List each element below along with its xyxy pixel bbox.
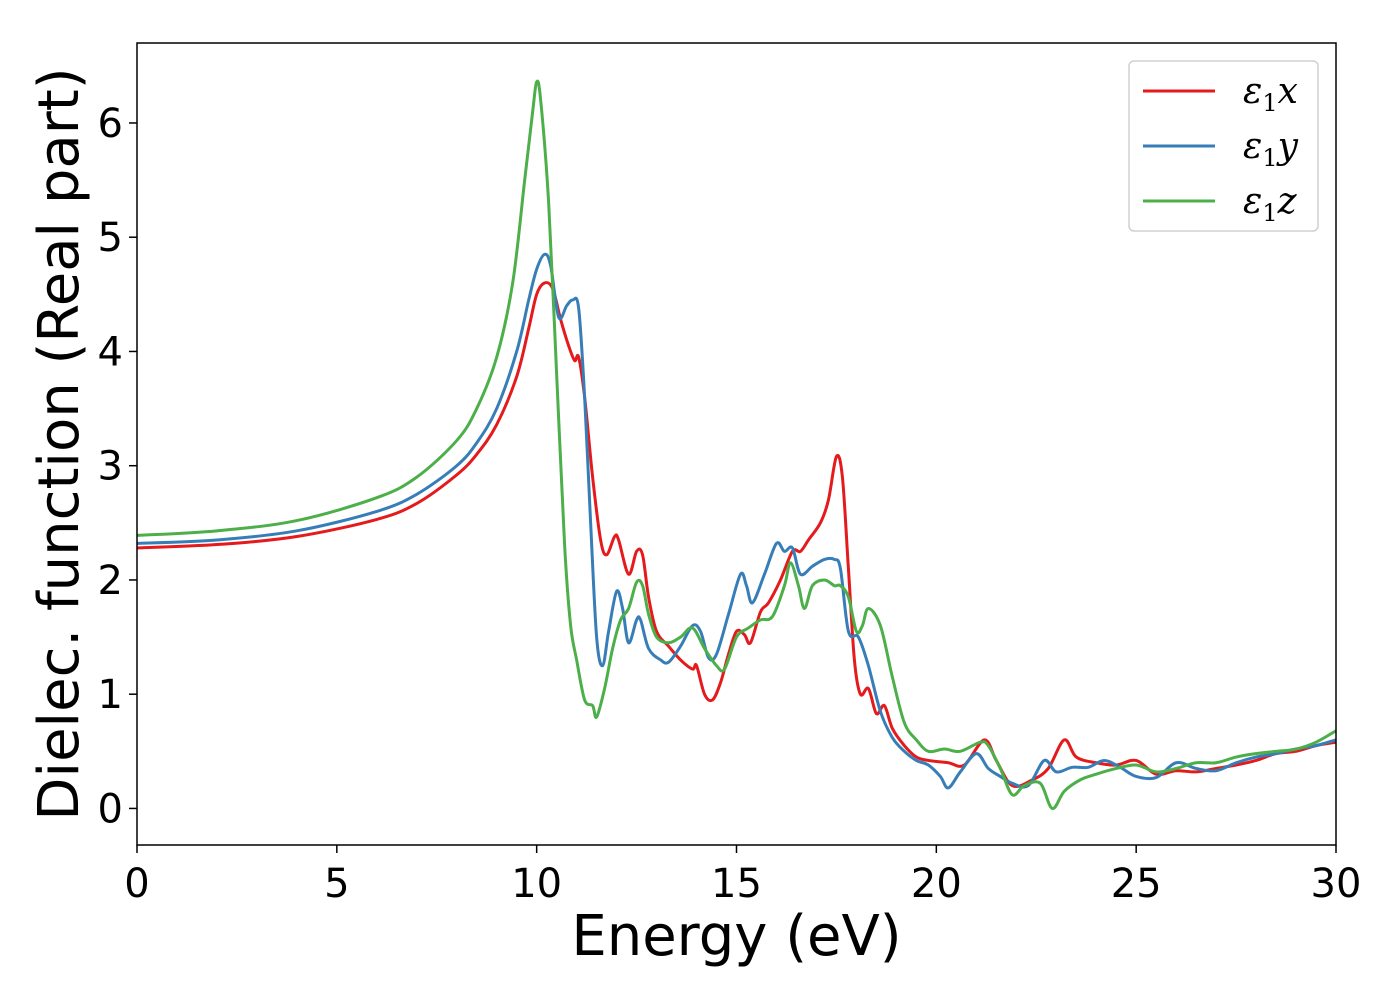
y-axis: 0 1 2 3 4 5 6 — [98, 101, 137, 832]
plot-area — [137, 79, 1336, 810]
x-tick-label: 10 — [511, 861, 562, 907]
x-tick-label: 30 — [1311, 861, 1362, 907]
x-tick-label: 0 — [124, 861, 149, 907]
x-tick-label: 15 — [711, 861, 762, 907]
legend: ε1x ε1y ε1z — [1128, 60, 1319, 232]
x-tick-label: 25 — [1111, 861, 1162, 907]
x-axis-label: Energy (eV) — [571, 904, 901, 969]
y-tick-label: 0 — [98, 786, 123, 832]
y-tick-label: 3 — [98, 444, 123, 490]
series-line-z — [137, 79, 1336, 810]
x-tick-label: 20 — [911, 861, 962, 907]
legend-box — [1128, 60, 1319, 232]
y-axis-label: Dielec. function (Real part) — [27, 67, 92, 820]
x-tick-label: 5 — [324, 861, 349, 907]
legend-label-y: ε1y — [1243, 126, 1299, 172]
x-axis: 0 5 10 15 20 25 30 — [124, 845, 1361, 907]
y-tick-label: 2 — [98, 558, 123, 604]
series-line-x — [137, 281, 1336, 788]
y-tick-label: 6 — [98, 101, 123, 147]
y-tick-label: 4 — [98, 329, 123, 375]
y-tick-label: 1 — [98, 672, 123, 718]
series-line-y — [137, 252, 1336, 790]
legend-label-z: ε1z — [1243, 181, 1298, 227]
y-tick-label: 5 — [98, 215, 123, 261]
legend-label-x: ε1x — [1243, 71, 1298, 117]
